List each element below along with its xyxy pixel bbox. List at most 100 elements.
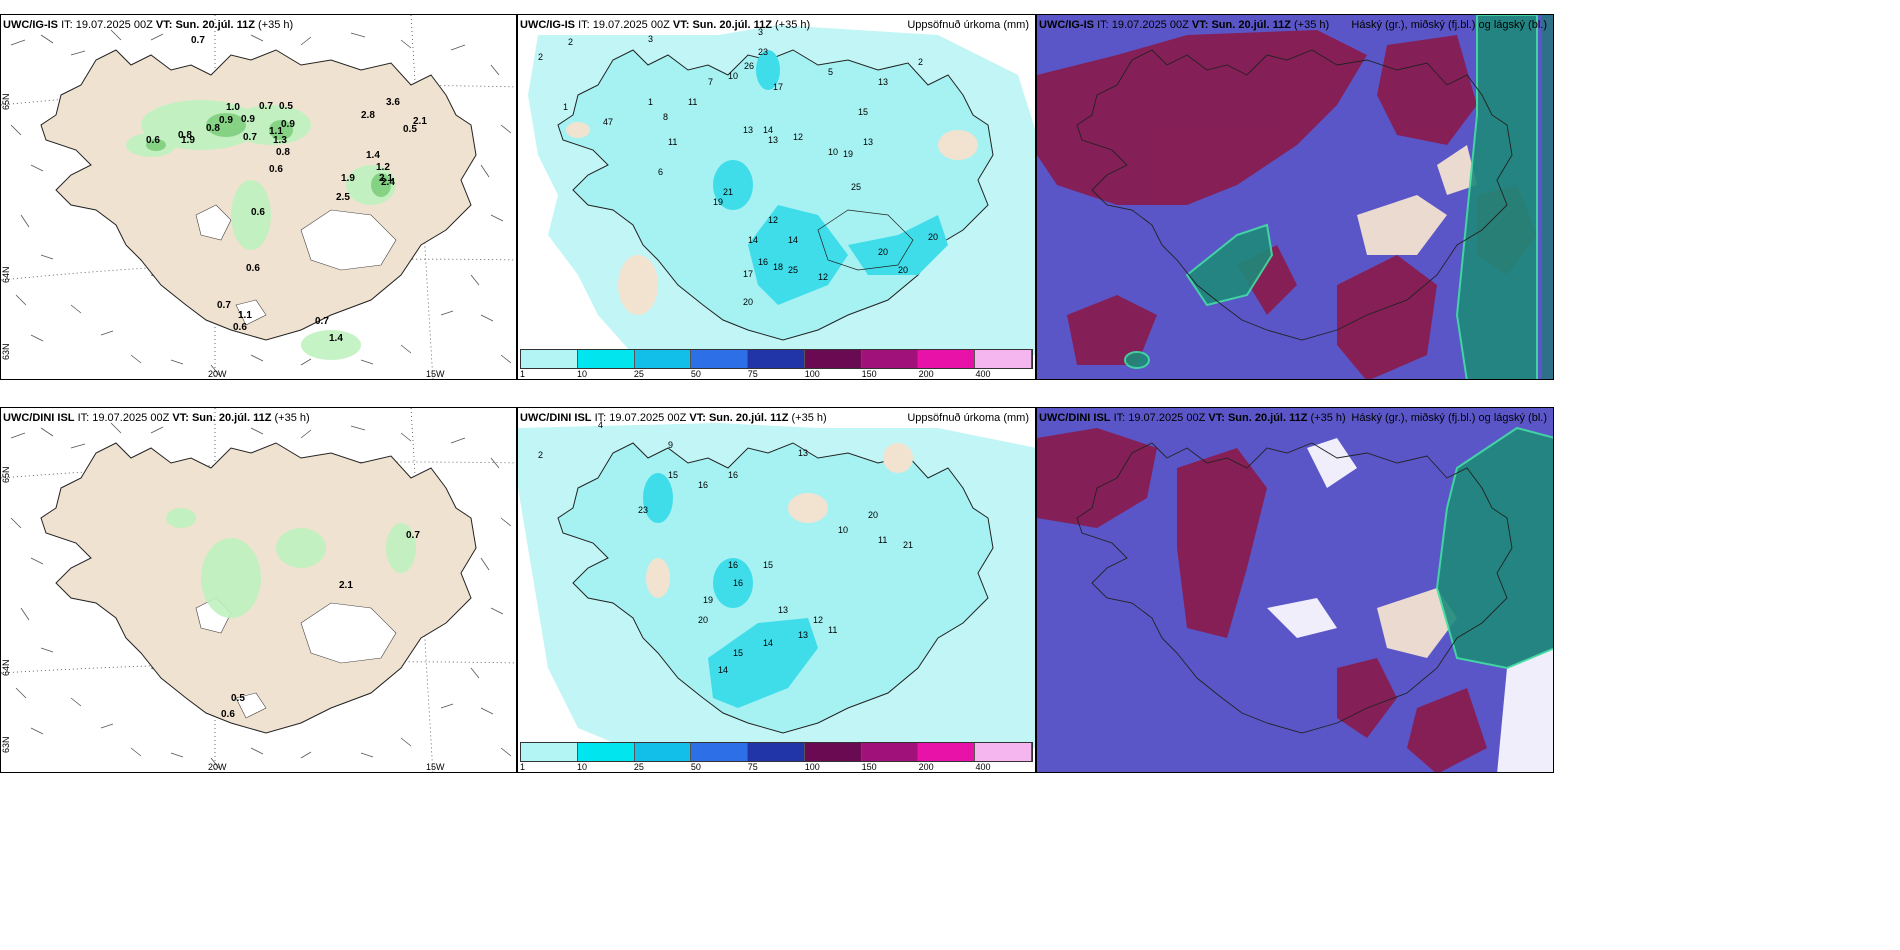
legend-swatch	[918, 350, 976, 368]
legend-swatch	[748, 350, 805, 368]
svg-text:2.5: 2.5	[336, 192, 350, 203]
svg-text:18: 18	[773, 262, 783, 272]
svg-text:0.7: 0.7	[243, 132, 257, 143]
legend-swatch	[804, 350, 862, 368]
svg-text:0.9: 0.9	[281, 119, 295, 130]
svg-text:0.7: 0.7	[259, 101, 273, 112]
svg-text:19: 19	[713, 197, 723, 207]
svg-text:14: 14	[763, 125, 773, 135]
svg-text:1.4: 1.4	[329, 333, 343, 344]
cloud-panel-bottom: UWC/DINI ISL IT: 19.07.2025 00Z VT: Sun.…	[1036, 407, 1554, 773]
svg-text:25: 25	[788, 265, 798, 275]
svg-text:16: 16	[698, 480, 708, 490]
precip-title-bottom: Uppsöfnuð úrkoma (mm)	[907, 412, 1029, 424]
svg-text:13: 13	[798, 630, 808, 640]
svg-text:13: 13	[768, 135, 778, 145]
wind-values-top: 0.7 1.0 0.7 0.5 0.9 0.8 0.9 1.1 0.9 2.8 …	[146, 35, 427, 344]
svg-text:0.8: 0.8	[178, 130, 192, 141]
svg-text:12: 12	[793, 132, 803, 142]
precip-values-top: 2 2 3 3 7 10 23 1 1 11 26 17 13 15 2 5 4…	[538, 27, 938, 307]
precip-legend-bar-bottom	[520, 742, 1033, 762]
svg-text:1.1: 1.1	[238, 310, 252, 321]
svg-text:2.8: 2.8	[361, 110, 375, 121]
svg-text:1.2: 1.2	[376, 162, 390, 173]
svg-text:14: 14	[748, 235, 758, 245]
cloud-title-bottom: Háský (gr.), miðský (fj.bl.) og lágský (…	[1351, 412, 1547, 424]
svg-text:2: 2	[568, 37, 573, 47]
lat-65n-label-top: 65N	[1, 93, 11, 110]
svg-text:1: 1	[563, 102, 568, 112]
wind-header-top: UWC/IG-IS IT: 19.07.2025 00Z VT: Sun. 20…	[3, 19, 294, 31]
svg-text:0.9: 0.9	[241, 114, 255, 125]
svg-text:10: 10	[838, 525, 848, 535]
svg-text:11: 11	[688, 97, 697, 107]
lon-20w-label-top: 20W	[208, 369, 227, 379]
legend-swatch	[634, 743, 692, 761]
svg-text:0.6: 0.6	[251, 207, 265, 218]
svg-text:17: 17	[773, 82, 783, 92]
svg-text:16: 16	[758, 257, 768, 267]
svg-text:0.8: 0.8	[276, 147, 290, 158]
precip-map-top: 2 2 3 3 7 10 23 1 1 11 26 17 13 15 2 5 4…	[518, 15, 1035, 379]
lat-64n-label-bottom: 64N	[1, 659, 11, 676]
svg-text:7: 7	[708, 77, 713, 87]
cloud-panel-top: UWC/IG-IS IT: 19.07.2025 00Z VT: Sun. 20…	[1036, 14, 1554, 380]
svg-text:15: 15	[858, 107, 868, 117]
svg-text:1.1: 1.1	[269, 126, 283, 137]
cloud-map-bottom	[1037, 408, 1553, 772]
precip-panel-top: 2 2 3 3 7 10 23 1 1 11 26 17 13 15 2 5 4…	[517, 14, 1036, 380]
svg-text:3: 3	[758, 27, 763, 37]
svg-text:16: 16	[728, 560, 738, 570]
svg-text:1.4: 1.4	[366, 150, 380, 161]
cloud-map-top	[1037, 15, 1553, 379]
svg-text:20: 20	[928, 232, 938, 242]
svg-text:15: 15	[763, 560, 773, 570]
precip-map-bottom: 2 4 9 13 15 16 23 16 20 10 21 11 15 16 1…	[518, 408, 1035, 772]
cloud-header-bottom: UWC/DINI ISL IT: 19.07.2025 00Z VT: Sun.…	[1039, 412, 1346, 424]
svg-text:0.7: 0.7	[315, 316, 329, 327]
legend-swatch	[861, 350, 919, 368]
legend-swatch	[521, 350, 578, 368]
svg-text:1: 1	[648, 97, 653, 107]
svg-text:0.5: 0.5	[403, 124, 417, 135]
svg-text:11: 11	[878, 535, 887, 545]
svg-text:14: 14	[718, 665, 728, 675]
legend-swatch	[975, 743, 1033, 761]
svg-text:19: 19	[703, 595, 713, 605]
svg-text:20: 20	[698, 615, 708, 625]
svg-text:12: 12	[813, 615, 823, 625]
svg-text:2.1: 2.1	[413, 116, 427, 127]
svg-text:0.6: 0.6	[246, 263, 260, 274]
svg-text:0.7: 0.7	[191, 35, 205, 46]
svg-text:17: 17	[743, 269, 753, 279]
svg-text:6: 6	[658, 167, 663, 177]
svg-text:3.6: 3.6	[386, 97, 400, 108]
svg-text:2: 2	[538, 450, 543, 460]
svg-text:13: 13	[863, 137, 873, 147]
svg-text:16: 16	[733, 578, 743, 588]
svg-text:0.5: 0.5	[279, 101, 293, 112]
svg-text:10: 10	[728, 71, 738, 81]
svg-text:25: 25	[851, 182, 861, 192]
svg-text:13: 13	[798, 448, 808, 458]
svg-text:1.3: 1.3	[273, 135, 287, 146]
svg-text:21: 21	[903, 540, 913, 550]
precip-title-top: Uppsöfnuð úrkoma (mm)	[907, 19, 1029, 31]
iceland-outline	[1076, 442, 1513, 734]
precip-legend-bar-top	[520, 349, 1033, 369]
svg-text:47: 47	[603, 117, 613, 127]
legend-swatch	[577, 350, 635, 368]
svg-text:3: 3	[648, 34, 653, 44]
legend-swatch	[691, 350, 749, 368]
svg-text:1.0: 1.0	[226, 102, 240, 113]
svg-text:0.6: 0.6	[269, 164, 283, 175]
svg-text:0.9: 0.9	[219, 115, 233, 126]
wind-map-top: 0.7 1.0 0.7 0.5 0.9 0.8 0.9 1.1 0.9 2.8 …	[1, 15, 516, 379]
legend-swatch	[577, 743, 635, 761]
svg-text:0.6: 0.6	[233, 322, 247, 333]
svg-text:20: 20	[898, 265, 908, 275]
wind-panel-bottom: 0.7 2.1 0.5 0.6 20W 15W 65N 64N 63N UWC/…	[0, 407, 517, 773]
svg-text:20: 20	[743, 297, 753, 307]
svg-text:12: 12	[768, 215, 778, 225]
precip-values-bottom: 2 4 9 13 15 16 23 16 20 10 21 11 15 16 1…	[538, 420, 913, 675]
